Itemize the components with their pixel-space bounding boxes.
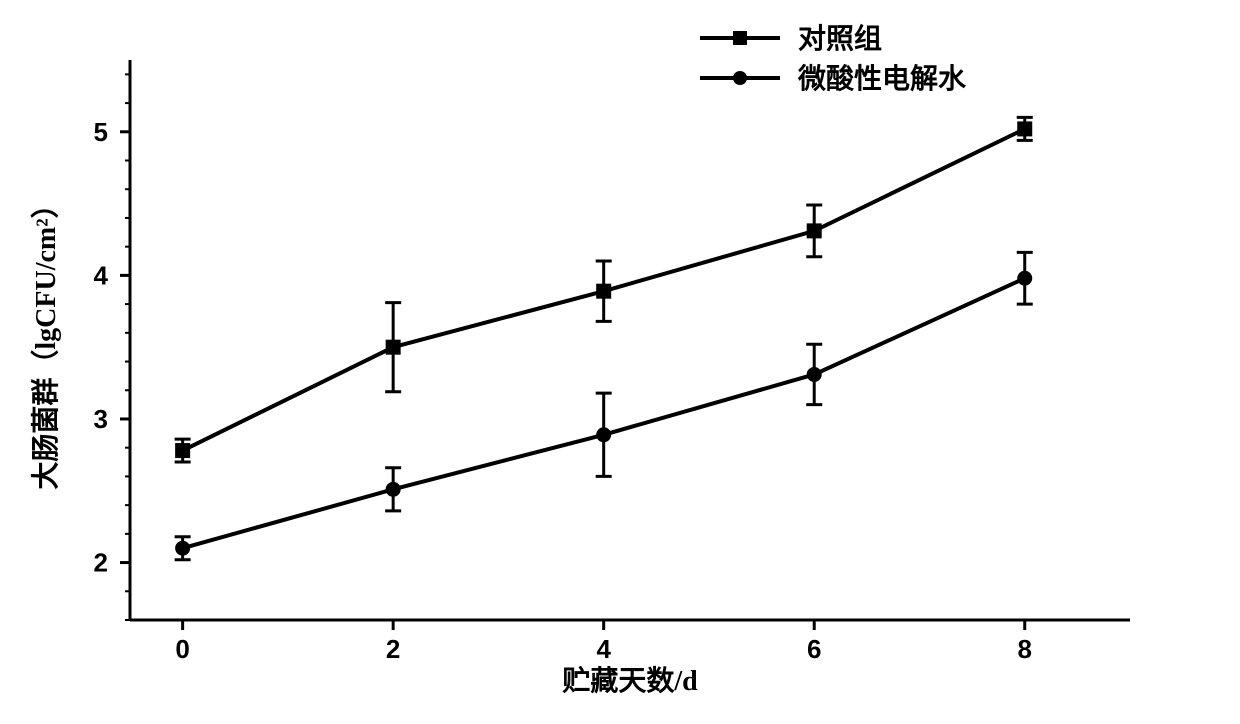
- marker-square: [597, 284, 611, 298]
- x-tick-label: 6: [807, 634, 821, 664]
- chart-container: 0 2 4 6 8 2 3 4 5 贮藏天数/d 大肠菌群（lgCFU/cm²） 对照组微酸性电解水: [0, 0, 1240, 724]
- marker-square: [386, 340, 400, 354]
- x-tick-label: 4: [596, 634, 611, 664]
- y-tick-label: 5: [94, 117, 108, 147]
- y-axis-title: 大肠菌群（lgCFU/cm²）: [29, 190, 62, 489]
- x-axis-title: 贮藏天数/d: [562, 665, 698, 697]
- y-tick-label: 2: [94, 548, 108, 578]
- marker-circle: [386, 482, 400, 496]
- marker-square: [807, 224, 821, 238]
- x-tick-label: 8: [1018, 634, 1032, 664]
- marker-circle: [176, 541, 190, 555]
- marker-circle: [1018, 271, 1032, 285]
- x-tick-label: 0: [175, 634, 189, 664]
- legend-label: 对照组: [798, 23, 882, 55]
- marker-square: [1018, 122, 1032, 136]
- line-chart: 0 2 4 6 8 2 3 4 5 贮藏天数/d 大肠菌群（lgCFU/cm²） 对照组微酸性电解水: [0, 0, 1240, 724]
- legend-label: 微酸性电解水: [797, 63, 967, 95]
- marker-square: [176, 444, 190, 458]
- y-tick-label: 3: [94, 404, 108, 434]
- legend-marker-square: [733, 31, 747, 45]
- marker-circle: [597, 428, 611, 442]
- legend-marker-circle: [733, 71, 747, 85]
- marker-circle: [807, 367, 821, 381]
- y-tick-label: 4: [94, 260, 109, 290]
- x-tick-label: 2: [386, 634, 400, 664]
